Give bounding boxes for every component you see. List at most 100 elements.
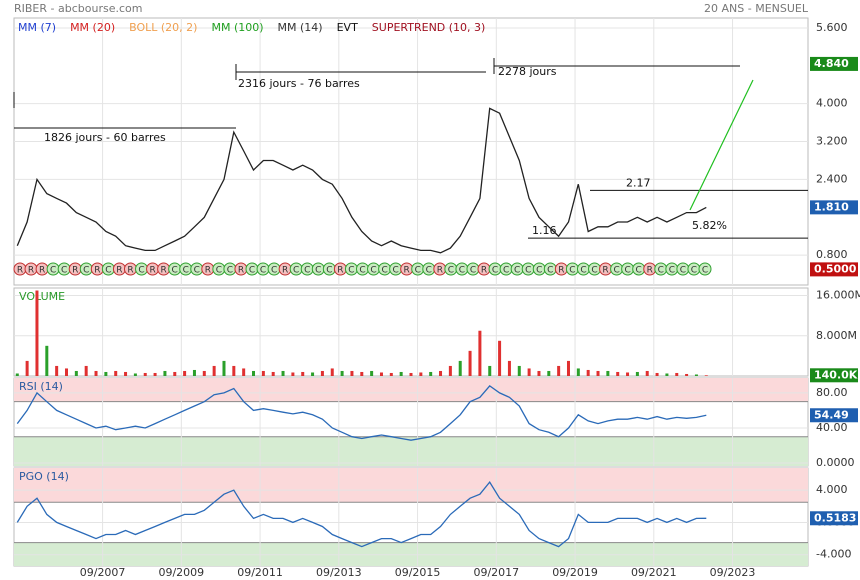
signal-label: C <box>194 266 200 276</box>
y-tick-label: 4.000 <box>816 97 848 110</box>
panel <box>13 17 809 286</box>
volume-bar <box>694 374 698 376</box>
signal-label: C <box>216 266 222 276</box>
volume-bar <box>173 371 177 376</box>
y-tick-label: 4.000 <box>816 483 848 496</box>
volume-bar <box>163 370 167 376</box>
signal-label: R <box>602 266 608 276</box>
volume-bar <box>183 370 187 376</box>
signal-label: C <box>547 266 553 276</box>
volume-bar <box>458 360 462 376</box>
volume-bar <box>409 372 413 376</box>
volume-bar <box>665 373 669 376</box>
signal-label: C <box>569 266 575 276</box>
signal-label: C <box>249 266 255 276</box>
volume-bar <box>271 371 275 376</box>
volume-bar <box>389 372 393 376</box>
volume-bar <box>507 360 511 376</box>
oversold-zone <box>14 436 808 466</box>
volume-bar <box>537 370 541 376</box>
volume-bar <box>360 371 364 376</box>
signal-label: R <box>94 266 100 276</box>
signal-label: C <box>658 266 664 276</box>
legend-entry: MM (20) <box>70 21 115 34</box>
volume-bar <box>143 372 147 376</box>
volume-bar <box>291 372 295 376</box>
volume-bar <box>261 370 265 376</box>
y-tick-label: 80.00 <box>816 386 848 399</box>
legend-entry: SUPERTREND (10, 3) <box>372 21 486 34</box>
volume-bar <box>399 371 403 376</box>
volume-bar <box>468 350 472 376</box>
volume-bar <box>320 370 324 376</box>
x-tick-label: 09/2013 <box>316 566 362 579</box>
volume-bar <box>370 370 374 376</box>
volume-bar <box>212 365 216 376</box>
signal-label: R <box>28 266 34 276</box>
volume-bar <box>133 373 137 376</box>
header-right: 20 ANS - MENSUEL <box>704 2 809 15</box>
volume-bar <box>84 365 88 376</box>
panel-label: VOLUME <box>19 290 65 303</box>
signal-label: R <box>17 266 23 276</box>
legend-entry: BOLL (20, 2) <box>129 21 197 34</box>
signal-label: R <box>647 266 653 276</box>
volume-bar <box>685 373 689 376</box>
signal-label: C <box>392 266 398 276</box>
signal-label: C <box>138 266 144 276</box>
x-tick-label: 09/2011 <box>237 566 283 579</box>
volume-bar <box>675 372 679 376</box>
volume-bar <box>35 290 39 376</box>
volume-bar <box>586 369 590 376</box>
value-tag-label: 0.5000 <box>814 262 857 275</box>
overbought-zone <box>14 378 808 402</box>
signal-label: C <box>536 266 542 276</box>
legend-entry: EVT <box>337 21 358 34</box>
signal-label: C <box>326 266 332 276</box>
volume-bar <box>192 369 196 376</box>
volume-bar <box>222 360 226 376</box>
legend-entry: MM (100) <box>211 21 263 34</box>
signal-label: C <box>525 266 531 276</box>
signal-label: R <box>404 266 410 276</box>
volume-bar <box>330 368 334 376</box>
volume-bar <box>202 370 206 376</box>
signal-label: C <box>514 266 520 276</box>
signal-label: C <box>625 266 631 276</box>
signal-label: C <box>492 266 498 276</box>
volume-bar <box>704 375 708 376</box>
signal-label: C <box>348 266 354 276</box>
x-tick-label: 09/2007 <box>80 566 126 579</box>
volume-bar <box>517 365 521 376</box>
signal-label: C <box>381 266 387 276</box>
level-label: 1.16 <box>532 224 557 237</box>
volume-bar <box>645 370 649 376</box>
panel-label: RSI (14) <box>19 380 63 393</box>
signal-label: R <box>337 266 343 276</box>
x-tick-label: 09/2017 <box>473 566 519 579</box>
projection-arrow <box>689 79 754 211</box>
signal-label: C <box>260 266 266 276</box>
value-tag-label: 0.5183 <box>814 511 856 524</box>
signal-label: C <box>503 266 509 276</box>
signal-label: C <box>315 266 321 276</box>
y-tick-label: 3.200 <box>816 135 848 148</box>
volume-bar <box>153 372 157 376</box>
volume-bar <box>104 371 108 376</box>
header-left: RIBER - abcbourse.com <box>14 2 142 15</box>
volume-bar <box>45 345 49 376</box>
volume-bar <box>74 370 78 376</box>
volume-bar <box>281 370 285 376</box>
volume-bar <box>379 372 383 376</box>
signal-marker <box>698 262 712 276</box>
signal-label: R <box>282 266 288 276</box>
signal-label: C <box>448 266 454 276</box>
volume-bar <box>635 371 639 376</box>
legend-entry: MM (7) <box>18 21 56 34</box>
x-tick-label: 09/2015 <box>395 566 441 579</box>
signal-label: R <box>116 266 122 276</box>
value-tag <box>810 56 858 71</box>
signal-label: R <box>437 266 443 276</box>
signal-label: R <box>481 266 487 276</box>
signal-label: C <box>415 266 421 276</box>
